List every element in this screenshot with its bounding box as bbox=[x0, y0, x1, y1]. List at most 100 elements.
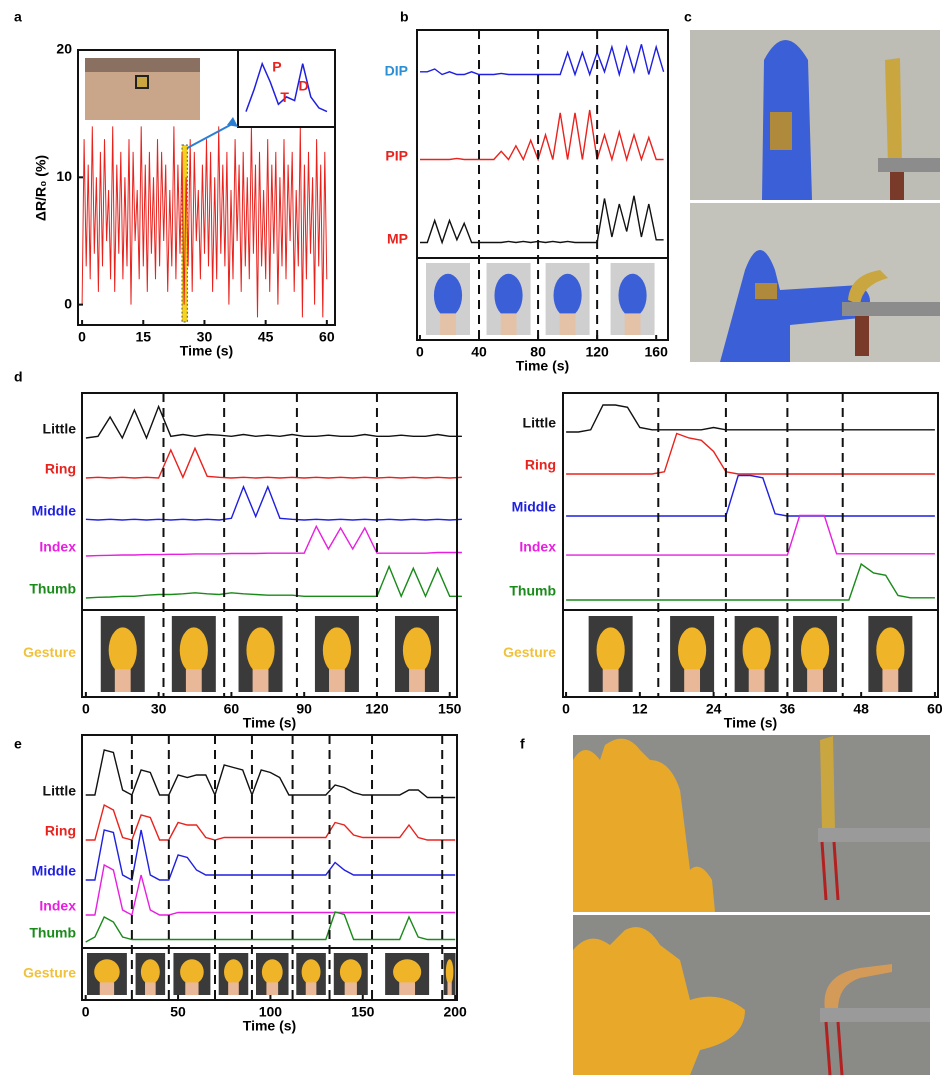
photo-wrist bbox=[807, 669, 823, 692]
photo-wrist bbox=[145, 982, 156, 995]
gesture-label: Gesture bbox=[23, 965, 76, 981]
photo-hand bbox=[597, 627, 625, 673]
photo-wrist bbox=[253, 669, 269, 692]
series-label: Middle bbox=[32, 503, 77, 519]
x-axis-label: Time (s) bbox=[243, 1018, 296, 1034]
series-label: Thumb bbox=[29, 581, 76, 597]
series-label: Little bbox=[523, 415, 557, 431]
photo-wrist bbox=[345, 982, 357, 995]
x-tick-label: 50 bbox=[170, 1004, 186, 1020]
photo-wrist bbox=[560, 313, 576, 335]
panel-label: f bbox=[520, 736, 525, 752]
trace bbox=[420, 110, 664, 160]
trace bbox=[420, 196, 664, 243]
photo-hand bbox=[743, 627, 771, 673]
photo-hand bbox=[180, 627, 208, 673]
photo-hand bbox=[434, 274, 462, 317]
annotation: T bbox=[280, 89, 289, 105]
series-label: Little bbox=[43, 421, 77, 437]
photo-wrist bbox=[409, 669, 425, 692]
series-label: Index bbox=[39, 539, 76, 555]
figure: abcdef015304560Time (s)01020ΔR/R₀ (%)PTD… bbox=[0, 0, 942, 1083]
arrow bbox=[187, 123, 234, 148]
trace bbox=[86, 526, 462, 556]
x-tick-label: 90 bbox=[296, 701, 312, 717]
photo-hand bbox=[618, 274, 646, 317]
photo-wrist bbox=[185, 982, 198, 995]
x-tick-label: 45 bbox=[258, 329, 274, 345]
x-tick-label: 0 bbox=[78, 329, 86, 345]
photo-wrist bbox=[306, 982, 317, 995]
photo-hand bbox=[180, 959, 204, 984]
x-tick-label: 0 bbox=[416, 344, 424, 360]
y-tick-label: 0 bbox=[64, 295, 72, 311]
x-tick-label: 200 bbox=[443, 1004, 467, 1020]
photo-wrist bbox=[186, 669, 202, 692]
photo-wrist bbox=[749, 669, 765, 692]
photo-hand bbox=[109, 627, 137, 673]
y-tick-label: 10 bbox=[56, 168, 72, 184]
photo-wrist bbox=[266, 982, 278, 995]
photo-hand bbox=[302, 959, 321, 984]
x-tick-label: 15 bbox=[135, 329, 151, 345]
x-tick-label: 36 bbox=[780, 701, 796, 717]
x-tick-label: 160 bbox=[645, 344, 669, 360]
series-label: PIP bbox=[385, 148, 408, 164]
x-tick-label: 0 bbox=[82, 1004, 90, 1020]
photo-wrist bbox=[115, 669, 131, 692]
photo-wrist bbox=[399, 982, 415, 995]
trace bbox=[566, 434, 935, 475]
photo-wrist bbox=[447, 982, 451, 995]
series-label: Thumb bbox=[29, 925, 76, 941]
y-tick-label: 20 bbox=[56, 41, 72, 57]
photo-wrist bbox=[329, 669, 345, 692]
trace bbox=[86, 750, 456, 798]
x-tick-label: 12 bbox=[632, 701, 648, 717]
photo-hand bbox=[678, 627, 706, 673]
trace bbox=[82, 126, 327, 317]
photo-hand bbox=[246, 627, 274, 673]
annotation: P bbox=[272, 58, 281, 74]
photo-hand bbox=[801, 627, 829, 673]
series-label: Middle bbox=[512, 499, 557, 515]
photo-hand bbox=[876, 627, 904, 673]
series-label: Little bbox=[43, 783, 77, 799]
panel-label: a bbox=[14, 9, 22, 25]
trace bbox=[86, 912, 456, 942]
photo-wrist bbox=[501, 313, 517, 335]
x-tick-label: 150 bbox=[438, 701, 462, 717]
trace bbox=[86, 805, 456, 840]
photo-c bbox=[690, 30, 940, 362]
x-tick-label: 150 bbox=[351, 1004, 375, 1020]
x-axis-label: Time (s) bbox=[516, 358, 569, 374]
photo-f bbox=[573, 735, 930, 1075]
photo-hand bbox=[224, 959, 243, 984]
photo-hand bbox=[323, 627, 351, 673]
x-tick-label: 120 bbox=[585, 344, 609, 360]
photo-wrist bbox=[85, 58, 200, 120]
series-label: Thumb bbox=[509, 583, 556, 599]
x-tick-label: 48 bbox=[853, 701, 869, 717]
photo-hand bbox=[446, 959, 454, 984]
photo-wrist bbox=[625, 313, 641, 335]
trace bbox=[86, 865, 456, 915]
photo-wrist bbox=[100, 982, 114, 995]
trace bbox=[86, 487, 462, 520]
trace bbox=[86, 448, 462, 478]
series-label: Ring bbox=[45, 823, 76, 839]
x-tick-label: 0 bbox=[562, 701, 570, 717]
y-axis-label: ΔR/R₀ (%) bbox=[33, 155, 49, 221]
photo-hand bbox=[494, 274, 522, 317]
x-tick-label: 120 bbox=[365, 701, 389, 717]
x-axis-label: Time (s) bbox=[243, 715, 296, 731]
photo-hand bbox=[141, 959, 160, 984]
trace bbox=[86, 567, 462, 599]
panel-label: b bbox=[400, 9, 409, 25]
trace bbox=[566, 516, 935, 556]
panel-label: d bbox=[14, 369, 23, 385]
x-tick-label: 60 bbox=[224, 701, 240, 717]
x-axis-label: Time (s) bbox=[724, 715, 777, 731]
photo-hand bbox=[403, 627, 431, 673]
x-tick-label: 0 bbox=[82, 701, 90, 717]
photo-wrist bbox=[603, 669, 619, 692]
